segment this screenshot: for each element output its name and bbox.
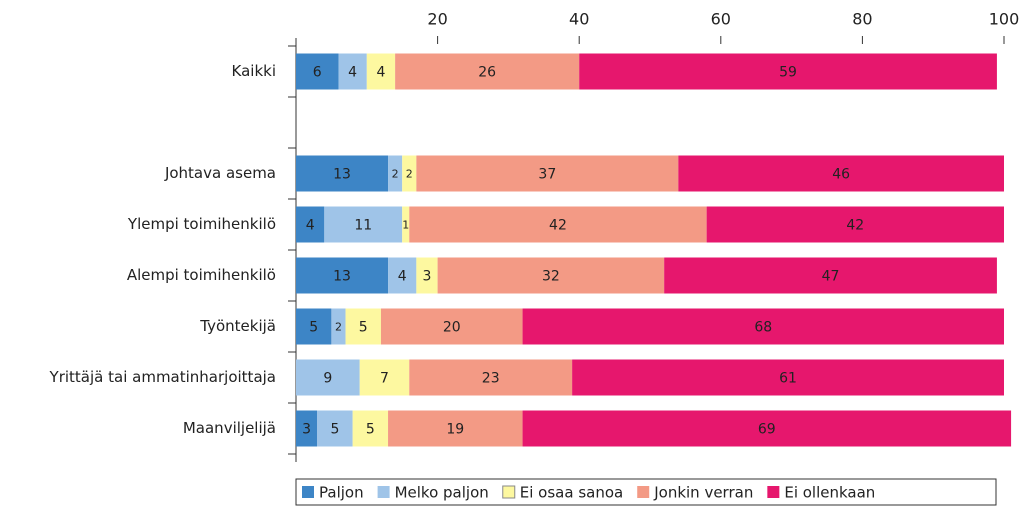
- bar-segment: [380, 308, 523, 345]
- data-label: 69: [758, 422, 776, 438]
- bar-segment: [437, 257, 665, 294]
- bar-segment: [706, 206, 1004, 243]
- bar-segment: [388, 410, 523, 447]
- y-tick-label: Johtava asema: [164, 164, 276, 182]
- data-label: 5: [330, 422, 339, 438]
- legend-swatch: [502, 485, 516, 499]
- data-label: 3: [302, 422, 311, 438]
- data-label: 32: [542, 269, 560, 285]
- data-label: 68: [754, 320, 772, 336]
- legend-label: Ei ollenkaan: [784, 484, 875, 502]
- data-label: 5: [366, 422, 375, 438]
- bar-segment: [664, 257, 997, 294]
- y-tick-label: Kaikki: [232, 62, 276, 80]
- data-label: 23: [482, 371, 500, 387]
- bar-segment: [416, 155, 679, 192]
- data-label: 46: [832, 167, 850, 183]
- bar-segment: [402, 206, 410, 243]
- y-tick-label: Alempi toimihenkilö: [127, 266, 276, 284]
- data-label: 9: [323, 371, 332, 387]
- x-tick-label: 60: [711, 10, 731, 29]
- data-label: 6: [313, 65, 322, 81]
- bar-segment: [338, 53, 367, 90]
- legend-box: [295, 478, 997, 506]
- data-label: 13: [333, 269, 351, 285]
- legend-label: Paljon: [319, 484, 364, 502]
- data-label: 3: [423, 269, 432, 285]
- bar-segment: [296, 359, 360, 396]
- y-tick-label: Maanviljelijä: [183, 419, 276, 437]
- legend-label: Ei osaa sanoa: [520, 484, 623, 502]
- bar-segment: [572, 359, 1004, 396]
- y-tick-label: Ylempi toimihenkilö: [127, 215, 276, 233]
- data-label: 4: [376, 65, 385, 81]
- data-label: 4: [348, 65, 357, 81]
- data-label: 59: [779, 65, 797, 81]
- data-label: 20: [443, 320, 461, 336]
- data-label: 2: [335, 321, 342, 334]
- data-label: 37: [538, 167, 556, 183]
- data-label: 7: [380, 371, 389, 387]
- legend-swatch: [767, 486, 780, 498]
- x-tick-label: 40: [569, 10, 589, 29]
- data-label: 5: [309, 320, 318, 336]
- legend-label: Melko paljon: [395, 484, 489, 502]
- bar-segment: [359, 359, 410, 396]
- bar-segment: [388, 257, 417, 294]
- data-label: 26: [478, 65, 496, 81]
- bar-segment: [366, 53, 396, 90]
- bar-segment: [395, 53, 580, 90]
- data-label: 2: [392, 168, 399, 181]
- data-label: 2: [406, 168, 413, 181]
- x-tick-label: 20: [427, 10, 447, 29]
- bar-segment: [317, 410, 353, 447]
- x-tick-label: 80: [852, 10, 872, 29]
- legend-swatch: [637, 486, 650, 498]
- data-label: 1: [402, 219, 409, 232]
- bar-segment: [388, 155, 403, 192]
- y-tick-label: Työntekijä: [199, 317, 276, 335]
- bar-segment: [678, 155, 1004, 192]
- bar-segment: [579, 53, 997, 90]
- data-label: 5: [359, 320, 368, 336]
- data-label: 19: [446, 422, 464, 438]
- bar-segment: [409, 206, 707, 243]
- data-label: 4: [306, 218, 315, 234]
- bar-segment: [331, 308, 346, 345]
- bar-segment: [416, 257, 438, 294]
- bar-segment: [296, 257, 389, 294]
- y-tick-label: Yrittäjä tai ammatinharjoittaja: [49, 368, 276, 386]
- bar-segment: [324, 206, 403, 243]
- bar-segment: [522, 410, 1012, 447]
- bar-segment: [352, 410, 389, 447]
- bar-segment: [296, 155, 389, 192]
- legend-label: Jonkin verran: [653, 484, 753, 502]
- x-tick-label: 100: [989, 10, 1020, 29]
- legend-swatch: [377, 486, 390, 498]
- data-label: 42: [549, 218, 567, 234]
- bar-segment: [409, 359, 573, 396]
- bar-segment: [296, 410, 318, 447]
- bar-segment: [522, 308, 1004, 345]
- data-label: 47: [822, 269, 840, 285]
- bar-segment: [296, 206, 325, 243]
- data-label: 13: [333, 167, 351, 183]
- legend: Paljon Melko paljon Ei osaa sanoa Jonkin ve…: [295, 478, 997, 506]
- data-label: 11: [354, 218, 372, 234]
- bar-segment: [345, 308, 381, 345]
- bar-segment: [296, 308, 332, 345]
- bar-segment: [296, 53, 339, 90]
- data-label: 61: [779, 371, 797, 387]
- bar-segment: [402, 155, 417, 192]
- legend-swatch: [302, 486, 314, 498]
- data-label: 4: [398, 269, 407, 285]
- data-label: 42: [846, 218, 864, 234]
